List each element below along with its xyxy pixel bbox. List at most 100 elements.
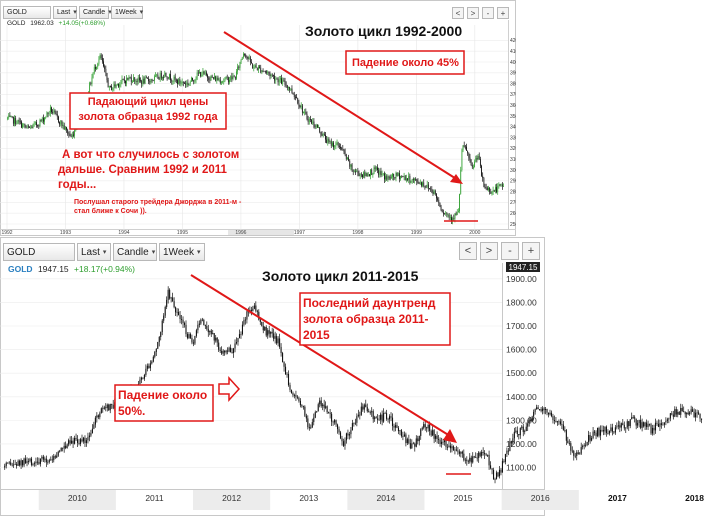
- candle-body: [447, 214, 449, 216]
- candle-body: [634, 417, 636, 419]
- candle-body: [16, 464, 18, 466]
- candle-body: [537, 407, 539, 410]
- candle-body: [654, 422, 657, 431]
- candle-body: [279, 78, 281, 80]
- candle-body: [274, 75, 276, 81]
- y-tick-label: 250.00: [510, 222, 516, 228]
- candle-body: [283, 361, 285, 367]
- bottom-chart-type-select[interactable]: Candle ▾: [113, 243, 157, 261]
- candle-body: [491, 192, 493, 194]
- candle-body: [114, 84, 116, 87]
- candle-body: [478, 452, 480, 458]
- candle-body: [59, 450, 61, 452]
- candle-body: [430, 188, 432, 190]
- candle-body: [148, 78, 150, 82]
- candle-body: [33, 123, 35, 125]
- top-chart-type-select[interactable]: Candle ▾: [79, 5, 112, 19]
- candle-body: [163, 77, 165, 78]
- candle-body: [542, 408, 544, 412]
- candle-body: [329, 141, 331, 142]
- candle-body: [167, 289, 169, 300]
- candle-body: [394, 425, 397, 428]
- candle-body: [637, 422, 639, 426]
- candle-body: [259, 66, 260, 68]
- candle-body: [568, 443, 570, 444]
- candle-body: [437, 198, 439, 200]
- candle-body: [610, 427, 612, 432]
- candle-body: [15, 118, 17, 125]
- candle-body: [190, 77, 192, 82]
- bottom-interval-select[interactable]: 1Week ▾: [159, 243, 205, 261]
- candle-body: [225, 76, 227, 79]
- candle-body: [195, 330, 197, 336]
- candle-body: [213, 333, 215, 341]
- candle-body: [641, 422, 643, 428]
- candle-body: [155, 75, 156, 77]
- candle-body: [659, 423, 661, 427]
- candle-body: [293, 394, 296, 396]
- candle-body: [653, 427, 655, 431]
- candle-body: [369, 174, 370, 177]
- bottom-scroll-right-button[interactable]: >: [480, 242, 498, 260]
- candle-body: [402, 436, 404, 437]
- candle-body: [307, 418, 309, 428]
- candle-body: [149, 363, 151, 369]
- top-scroll-left-button[interactable]: <: [452, 7, 464, 19]
- candle-body: [206, 326, 208, 329]
- candle-body: [256, 310, 258, 312]
- candle-body: [4, 465, 6, 468]
- candle-body: [347, 433, 349, 436]
- top-zoom-in-button[interactable]: +: [497, 7, 509, 19]
- candle-body: [401, 175, 403, 177]
- top-symbol-input[interactable]: GOLD: [3, 5, 51, 19]
- candle-body: [332, 421, 334, 423]
- candle-body: [191, 337, 193, 343]
- top-price-type-select[interactable]: Last ▾: [53, 5, 77, 19]
- candle-body: [476, 457, 478, 459]
- candle-body: [39, 458, 41, 464]
- candle-body: [118, 83, 119, 87]
- x-axis-band: [38, 490, 116, 510]
- candle-body: [222, 81, 223, 83]
- candle-body: [405, 178, 407, 181]
- candle-body: [429, 424, 431, 431]
- candle-body: [602, 430, 605, 432]
- candle-body: [527, 423, 529, 427]
- bottom-price-type-select[interactable]: Last ▾: [77, 243, 111, 261]
- candle-body: [261, 321, 263, 326]
- candle-body: [319, 127, 321, 132]
- candle-body: [390, 176, 392, 179]
- candle-body: [476, 158, 478, 160]
- top-zoom-out-button[interactable]: -: [482, 7, 494, 19]
- candle-body: [241, 324, 244, 335]
- candle-body: [66, 444, 68, 449]
- bottom-zoom-out-button[interactable]: -: [501, 242, 519, 260]
- candle-body: [66, 127, 67, 130]
- bottom-scroll-left-button[interactable]: <: [459, 242, 477, 260]
- candle-body: [196, 72, 198, 79]
- candle-body: [423, 182, 425, 186]
- candle-body: [350, 430, 352, 435]
- candle-body: [613, 431, 615, 433]
- candle-body: [51, 107, 52, 113]
- candle-body: [99, 413, 101, 418]
- top-scroll-right-button[interactable]: >: [467, 7, 479, 19]
- top-interval-select[interactable]: 1Week ▾: [111, 5, 143, 19]
- candle-body: [325, 134, 326, 140]
- candle-body: [237, 338, 239, 343]
- x-tick-label: 2015: [454, 493, 473, 503]
- candle-body: [431, 189, 433, 192]
- bottom-symbol-input[interactable]: GOLD: [3, 243, 75, 261]
- candle-body: [175, 79, 177, 81]
- candle-body: [227, 77, 229, 83]
- candle-body: [415, 179, 417, 181]
- candle-body: [63, 445, 65, 449]
- candle-body: [675, 409, 677, 415]
- candle-body: [693, 411, 695, 418]
- candle-body: [699, 413, 701, 419]
- candle-body: [389, 177, 391, 179]
- candle-body: [358, 172, 360, 176]
- candle-body: [421, 182, 422, 186]
- bottom-zoom-in-button[interactable]: +: [522, 242, 540, 260]
- candle-body: [246, 56, 248, 58]
